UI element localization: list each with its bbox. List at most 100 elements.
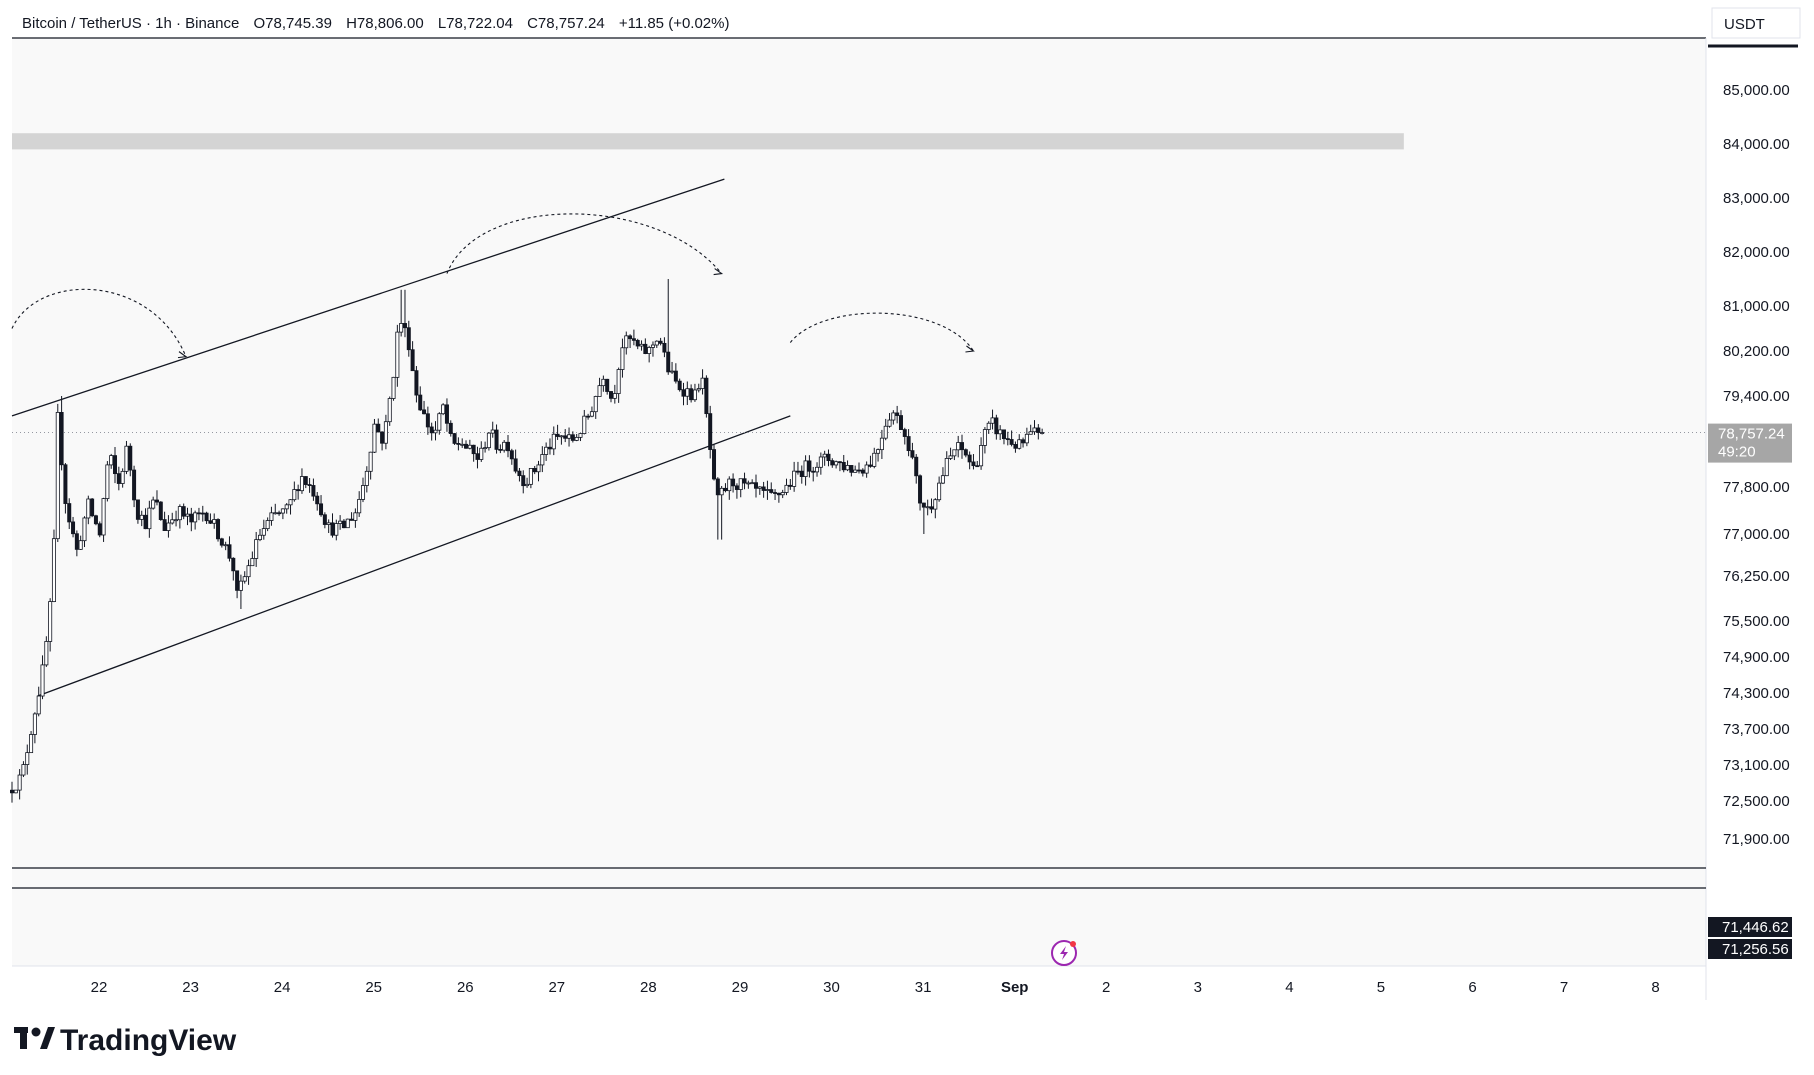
candle-body-down	[868, 464, 873, 467]
candle-body-up	[441, 404, 446, 415]
candle	[910, 442, 915, 460]
candle	[486, 432, 491, 451]
symbol-title[interactable]: Bitcoin / TetherUS · 1h · Binance	[22, 15, 239, 32]
candle-body-up	[589, 411, 594, 417]
y-tick-label: 85,000.00	[1723, 82, 1790, 99]
x-tick-label: 26	[457, 979, 474, 996]
candle	[891, 410, 896, 425]
candle-body-down	[586, 415, 591, 418]
candle	[563, 429, 568, 443]
candle	[265, 517, 270, 532]
candle-body-down	[921, 502, 926, 508]
candle-body-up	[834, 461, 839, 466]
candle-body-down	[208, 520, 213, 524]
candle	[399, 289, 404, 337]
candle-body-down	[196, 512, 201, 515]
candle	[288, 499, 293, 515]
candle	[998, 425, 1003, 440]
candle-body-up	[654, 340, 659, 346]
price-axis-background[interactable]	[1706, 5, 1806, 966]
candle	[63, 463, 68, 514]
candle-body-down	[605, 378, 610, 392]
candle-body-down	[216, 519, 221, 540]
candle	[238, 574, 243, 609]
candle-body-up	[502, 441, 507, 451]
candle	[467, 439, 472, 450]
candle-body-up	[467, 444, 472, 449]
x-tick-label: 7	[1560, 979, 1568, 996]
candle	[807, 455, 812, 478]
currency-selector[interactable]	[1711, 7, 1801, 39]
candle-body-down	[666, 351, 671, 373]
candle	[879, 429, 884, 459]
candle	[147, 500, 152, 538]
candle-body-down	[154, 499, 159, 503]
candle-body-down	[773, 492, 778, 494]
projection-arc-2	[446, 213, 723, 274]
candle-body-down	[132, 469, 137, 501]
candle	[97, 521, 102, 538]
candle-body-up	[727, 478, 732, 492]
candle-body-up	[616, 369, 621, 394]
candle-body-down	[635, 339, 640, 347]
candle	[643, 338, 648, 355]
candle-body-up	[193, 512, 198, 523]
candle	[700, 369, 705, 395]
candle	[345, 518, 350, 529]
candle	[826, 449, 831, 467]
candle-body-down	[677, 380, 682, 391]
candle	[9, 781, 14, 803]
candle-body-up	[1028, 431, 1033, 435]
candle	[570, 431, 575, 443]
candle-body-down	[464, 443, 469, 449]
candle	[654, 340, 659, 348]
tradingview-brand[interactable]: TradingView	[60, 1024, 237, 1057]
candle	[750, 479, 755, 485]
candle-body-down	[795, 470, 800, 473]
candle-body-down	[830, 460, 835, 466]
candle	[452, 432, 457, 445]
candle	[391, 376, 396, 401]
candle	[471, 444, 476, 462]
candle-body-up	[750, 482, 755, 485]
candle	[639, 340, 644, 351]
flash-icon[interactable]	[1051, 940, 1077, 966]
candle-body-down	[376, 423, 381, 433]
candle	[509, 448, 514, 465]
candle	[414, 366, 419, 403]
candle	[864, 461, 869, 478]
candle	[960, 434, 965, 459]
candle-body-up	[32, 713, 37, 735]
candle	[402, 289, 407, 338]
candle	[948, 447, 953, 461]
candle	[940, 467, 945, 485]
candle	[918, 474, 923, 511]
candle	[90, 498, 95, 518]
candle	[692, 383, 697, 402]
candle-body-down	[769, 489, 774, 493]
candle	[647, 345, 652, 363]
candle-body-up	[387, 398, 392, 423]
time-axis-background[interactable]	[12, 966, 1706, 1000]
candle	[887, 413, 892, 428]
candle	[696, 383, 701, 393]
plot-area[interactable]	[12, 38, 1706, 966]
candle-body-down	[723, 487, 728, 492]
candle	[803, 455, 808, 486]
candle	[837, 461, 842, 472]
candle	[292, 481, 297, 502]
candle-body-down	[753, 482, 758, 489]
candle	[299, 468, 304, 494]
candle-body-down	[658, 340, 663, 344]
candle-body-up	[174, 519, 179, 522]
candle	[444, 398, 449, 432]
candle	[135, 499, 140, 524]
candle-body-down	[731, 478, 736, 487]
candle	[418, 386, 423, 411]
candle-body-down	[319, 503, 324, 516]
candle-body-down	[429, 426, 434, 434]
candle-body-down	[662, 342, 667, 353]
candle	[257, 529, 262, 542]
candle	[59, 396, 64, 471]
candle-body-up	[624, 335, 629, 349]
